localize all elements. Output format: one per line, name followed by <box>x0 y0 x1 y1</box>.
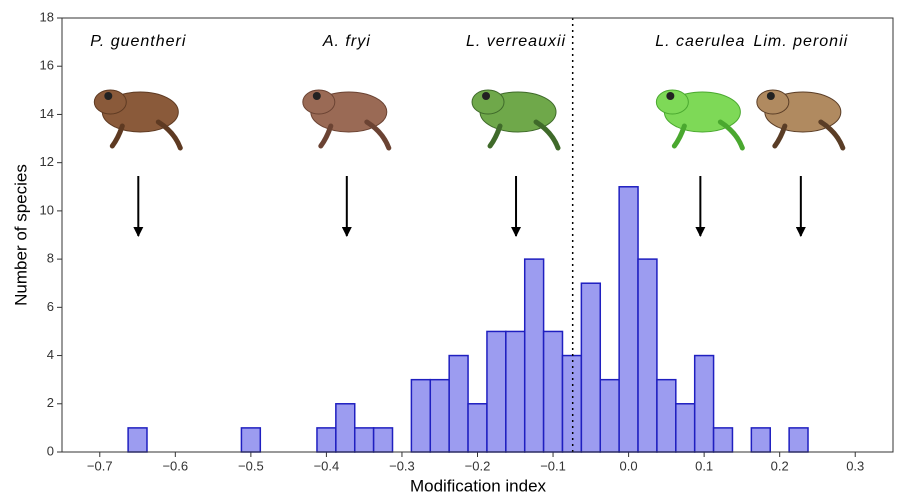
species-label: L. verreauxii <box>466 33 566 50</box>
y-tick-label: 12 <box>40 154 54 169</box>
y-axis-title: Number of species <box>11 164 30 306</box>
frog-image <box>302 89 392 151</box>
frog-eye <box>766 92 775 100</box>
bar <box>127 427 148 453</box>
x-tick-label: −0.4 <box>314 458 340 473</box>
frog-leg <box>671 119 745 151</box>
bar <box>467 403 488 453</box>
frog-leg <box>318 119 392 151</box>
frog-leg <box>109 119 183 151</box>
x-tick-label: −0.3 <box>389 458 415 473</box>
bar <box>353 427 375 453</box>
y-tick-label: 14 <box>40 106 54 121</box>
frog-image <box>471 89 561 151</box>
x-tick-label: −0.5 <box>238 458 264 473</box>
bar <box>561 354 583 453</box>
species-label: Lim. peronii <box>753 33 848 50</box>
bar <box>580 282 602 453</box>
bar <box>675 403 696 453</box>
y-tick-label: 4 <box>47 347 54 362</box>
species-label: A. fryi <box>322 33 371 50</box>
frog-head <box>471 89 505 115</box>
bar <box>486 330 507 453</box>
x-tick-label: −0.2 <box>465 458 491 473</box>
bar <box>505 330 526 453</box>
species-label: L. caerulea <box>655 33 745 50</box>
bar <box>542 330 564 453</box>
frog-image <box>756 89 846 151</box>
frog-image <box>93 89 183 151</box>
bar <box>429 378 450 453</box>
bar <box>410 378 432 453</box>
frog-head <box>302 89 336 115</box>
bar <box>693 354 715 453</box>
bar <box>316 427 337 453</box>
y-tick-label: 10 <box>40 202 54 217</box>
bar <box>372 427 394 453</box>
plot-frame <box>61 17 894 453</box>
frog-leg <box>487 119 561 151</box>
bar <box>712 427 734 453</box>
bar <box>448 354 469 453</box>
bar <box>335 403 356 453</box>
bar <box>788 427 809 453</box>
y-tick-label: 18 <box>40 9 54 24</box>
frog-head <box>756 89 790 115</box>
bar <box>240 427 262 453</box>
y-tick-label: 2 <box>47 395 54 410</box>
x-tick-label: 0.3 <box>846 458 864 473</box>
bar <box>618 186 639 453</box>
x-tick-label: 0.1 <box>695 458 713 473</box>
species-label: P. guentheri <box>90 33 186 50</box>
y-tick-label: 16 <box>40 58 54 73</box>
y-tick-label: 8 <box>47 251 54 266</box>
frog-leg <box>772 119 846 151</box>
frog-image <box>655 89 745 151</box>
bar <box>750 427 771 453</box>
bar <box>523 258 545 453</box>
frog-head <box>655 89 689 115</box>
y-tick-label: 6 <box>47 299 54 314</box>
frog-eye <box>482 92 491 100</box>
frog-eye <box>312 92 321 100</box>
bar <box>599 378 620 453</box>
x-axis-title: Modification index <box>410 476 547 495</box>
x-tick-label: −0.7 <box>87 458 113 473</box>
bar <box>656 378 677 453</box>
y-tick-label: 0 <box>47 443 54 458</box>
x-tick-label: −0.1 <box>540 458 566 473</box>
frog-eye <box>104 92 113 100</box>
frog-head <box>93 89 127 115</box>
x-tick-label: 0.2 <box>771 458 789 473</box>
frog-eye <box>666 92 675 100</box>
x-tick-label: −0.6 <box>162 458 188 473</box>
x-tick-label: 0.0 <box>620 458 638 473</box>
bar <box>637 258 658 453</box>
